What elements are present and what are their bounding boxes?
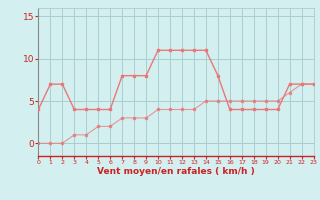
- X-axis label: Vent moyen/en rafales ( km/h ): Vent moyen/en rafales ( km/h ): [97, 167, 255, 176]
